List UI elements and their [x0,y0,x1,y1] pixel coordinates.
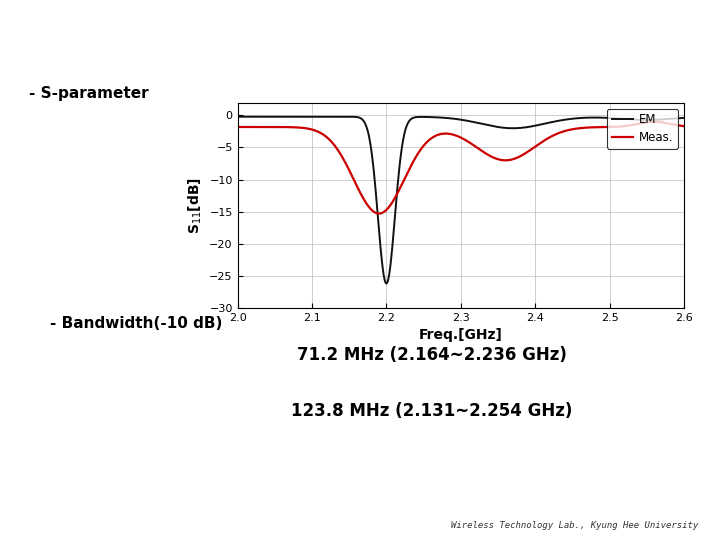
Line: EM: EM [238,117,684,284]
Text: - S-parameter: - S-parameter [29,86,148,102]
EM [382,280,391,287]
EM [279,113,287,120]
Meas. [279,124,287,130]
Line: Meas.: Meas. [238,122,684,213]
EM [233,113,242,120]
Legend: EM, Meas.: EM, Meas. [607,109,678,148]
Text: Wireless Technology Lab., Kyung Hee University: Wireless Technology Lab., Kyung Hee Univ… [451,521,698,530]
Meas. [233,124,242,130]
Meas. [431,133,439,139]
Text: Meas.: Meas. [117,402,171,420]
Meas. [590,124,598,131]
Text: Double layer Patch antenna(2): Double layer Patch antenna(2) [18,26,423,50]
X-axis label: Freq.[GHz]: Freq.[GHz] [419,328,503,342]
Meas. [414,150,423,156]
EM [582,114,590,121]
Y-axis label: S$_{11}$[dB]: S$_{11}$[dB] [186,177,204,234]
EM [414,114,423,120]
Text: 71.2 MHz (2.164~2.236 GHz): 71.2 MHz (2.164~2.236 GHz) [297,346,567,364]
EM [540,120,549,127]
Text: 123.8 MHz (2.131~2.254 GHz): 123.8 MHz (2.131~2.254 GHz) [292,402,572,420]
Text: - Bandwidth(-10 dB): - Bandwidth(-10 dB) [50,316,222,331]
Text: EM: EM [130,346,158,364]
Meas. [374,210,383,217]
Meas. [680,123,688,130]
EM [590,114,598,121]
Meas. [540,137,549,144]
EM [431,114,439,120]
Meas. [649,119,658,125]
EM [680,114,688,121]
Meas. [582,124,590,131]
